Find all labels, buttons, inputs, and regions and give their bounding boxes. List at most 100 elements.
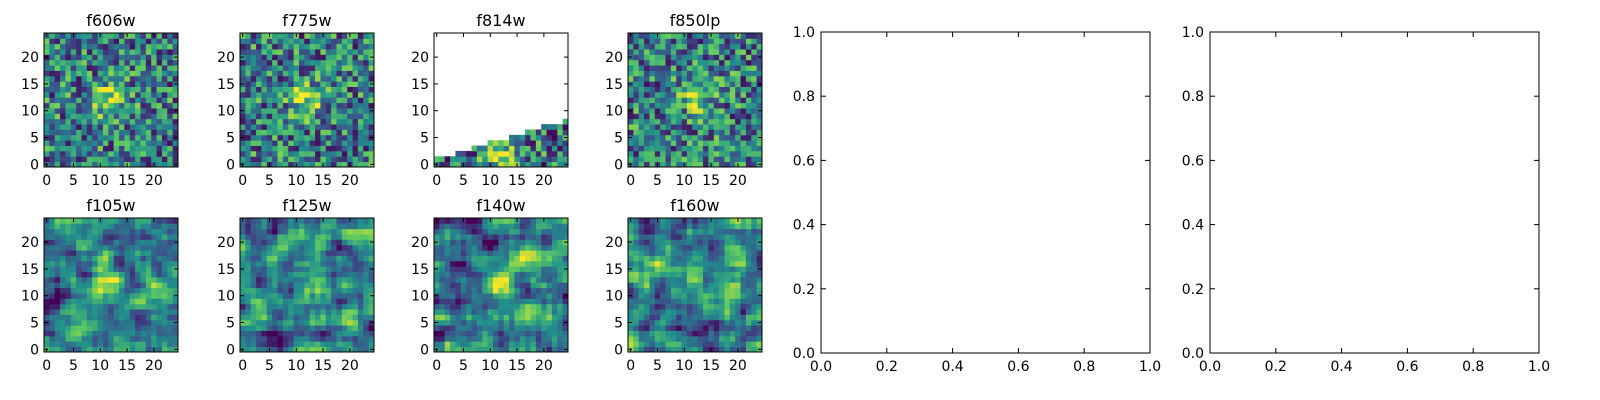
pixel-cell <box>309 314 316 321</box>
pixel-cell <box>272 145 278 152</box>
pixel-cell <box>719 38 725 45</box>
pixel-cell <box>108 65 115 71</box>
pixel-cell <box>347 325 353 331</box>
x-tick-label: 1.0 <box>1528 359 1550 375</box>
pixel-cell <box>256 309 262 315</box>
pixel-cell <box>681 140 688 146</box>
pixel-cell <box>272 293 278 299</box>
pixel-cell <box>70 113 77 120</box>
pixel-cell <box>151 234 157 240</box>
pixel-cell <box>471 255 478 262</box>
pixel-cell <box>703 118 709 125</box>
pixel-cell <box>86 156 93 163</box>
pixel-cell <box>320 298 327 305</box>
pixel-cell <box>97 140 104 146</box>
pixel-cell <box>719 65 725 71</box>
pixel-cell <box>140 102 147 109</box>
pixel-cell <box>482 341 488 348</box>
pixel-cell <box>444 271 451 278</box>
pixel-cell <box>444 228 451 235</box>
pixel-cell <box>140 287 147 294</box>
pixel-cell <box>487 156 494 163</box>
pixel-cell <box>151 43 157 50</box>
pixel-cell <box>277 309 284 315</box>
pixel-cell <box>654 287 661 294</box>
pixel-cell <box>676 49 682 55</box>
pixel-cell <box>363 75 370 82</box>
pixel-cell <box>309 113 316 120</box>
pixel-cell <box>471 341 478 348</box>
pixel-cell <box>503 276 510 283</box>
pixel-cell <box>644 325 650 331</box>
pixel-cell <box>713 156 720 163</box>
pixel-cell <box>70 54 77 61</box>
pixel-cell <box>65 244 72 251</box>
pixel-cell <box>654 134 661 141</box>
pixel-cell <box>81 276 88 283</box>
pixel-cell <box>145 319 152 326</box>
pixel-cell <box>530 266 537 272</box>
pixel-cell <box>341 65 348 71</box>
pixel-cell <box>352 33 359 39</box>
pixel-cell <box>140 129 147 136</box>
pixel-cell <box>240 303 246 310</box>
pixel-cell <box>129 97 136 104</box>
pixel-cell <box>65 118 72 125</box>
pixel-cell <box>363 314 370 321</box>
pixel-cell <box>368 218 375 224</box>
pixel-cell <box>719 260 725 267</box>
pixel-cell <box>282 43 289 50</box>
pixel-cell <box>697 319 704 326</box>
pixel-cell <box>140 335 147 342</box>
pixel-cell <box>86 309 93 315</box>
pixel-cell <box>363 287 370 294</box>
pixel-cell <box>304 156 311 163</box>
pixel-cell <box>697 161 704 168</box>
pixel-cell <box>509 325 515 331</box>
pixel-cell <box>129 276 136 283</box>
pixel-cell <box>492 255 499 262</box>
pixel-cell <box>482 319 488 326</box>
pixel-cell <box>692 244 699 251</box>
pixel-cell <box>660 234 666 240</box>
pixel-cell <box>145 70 152 77</box>
pixel-cell <box>498 228 505 235</box>
pixel-cell <box>65 298 72 305</box>
pixel-cell <box>86 145 93 152</box>
pixel-cell <box>60 287 66 294</box>
pixel-cell <box>628 49 634 55</box>
pixel-cell <box>352 335 359 342</box>
pixel-cell <box>304 118 311 125</box>
pixel-cell <box>471 161 478 168</box>
pixel-cell <box>129 250 136 256</box>
pixel-cell <box>503 293 510 299</box>
pixel-cell <box>466 287 472 294</box>
pixel-cell <box>140 140 147 146</box>
pixel-cell <box>713 309 720 315</box>
pixel-cell <box>240 97 246 104</box>
pixel-cell <box>471 346 478 353</box>
pixel-cell <box>708 293 715 299</box>
pixel-cell <box>708 86 715 93</box>
pixel-cell <box>102 303 109 310</box>
pixel-cell <box>76 330 82 337</box>
pixel-cell <box>729 97 736 104</box>
pixel-cell <box>76 223 82 230</box>
pixel-cell <box>514 250 521 256</box>
pixel-cell <box>108 335 115 342</box>
pixel-cell <box>97 330 104 337</box>
pixel-cell <box>546 330 553 337</box>
pixel-cell <box>298 59 305 66</box>
pixel-cell <box>530 325 537 331</box>
pixel-cell <box>250 250 257 256</box>
pixel-cell <box>455 335 462 342</box>
pixel-cell <box>541 223 547 230</box>
pixel-cell <box>503 314 510 321</box>
pixel-cell <box>245 124 252 130</box>
pixel-cell <box>172 218 179 224</box>
x-tick-label: 5 <box>653 358 662 374</box>
pixel-cell <box>304 314 311 321</box>
pixel-cell <box>151 75 157 82</box>
pixel-cell <box>309 325 316 331</box>
pixel-cell <box>692 276 699 283</box>
